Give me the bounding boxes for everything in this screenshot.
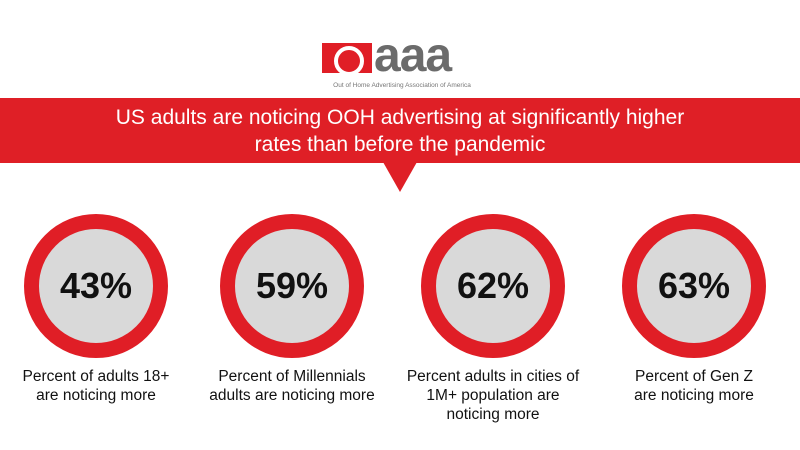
stat-circle: 43% <box>24 214 168 358</box>
logo-wordmark: aaa <box>374 29 452 82</box>
stat-caption: Percent of adults 18+ are noticing more <box>22 368 170 404</box>
stat-circle: 62% <box>421 214 565 358</box>
stat-circle: 59% <box>220 214 364 358</box>
stat-millennials: 59% Percent of Millennials adults are no… <box>192 214 392 405</box>
stat-value: 59% <box>255 265 329 306</box>
headline-banner: US adults are noticing OOH advertising a… <box>0 98 800 163</box>
stat-caption: Percent of Gen Z are noticing more <box>634 368 754 404</box>
stat-caption: Percent of Millennials adults are notici… <box>209 368 375 404</box>
oaaa-logo: aaa Out of Home Advertising Association … <box>322 29 482 95</box>
stat-circle: 63% <box>622 214 766 358</box>
headline-line-1: US adults are noticing OOH advertising a… <box>115 105 685 129</box>
stat-adults: 43% Percent of adults 18+ are noticing m… <box>0 214 196 405</box>
logo-o-icon <box>334 46 364 76</box>
stat-gen-z: 63% Percent of Gen Z are noticing more <box>594 214 794 405</box>
headline-line-2: rates than before the pandemic <box>254 132 546 156</box>
stat-value: 43% <box>59 265 133 306</box>
stat-value: 63% <box>657 265 731 306</box>
banner-pointer <box>383 162 417 192</box>
logo-tagline: Out of Home Advertising Association of A… <box>333 82 471 89</box>
logo-mark <box>322 43 372 76</box>
stat-caption: Percent adults in cities of 1M+ populati… <box>406 368 580 423</box>
stat-value: 62% <box>456 265 530 306</box>
stat-cities: 62% Percent adults in cities of 1M+ popu… <box>393 214 593 424</box>
